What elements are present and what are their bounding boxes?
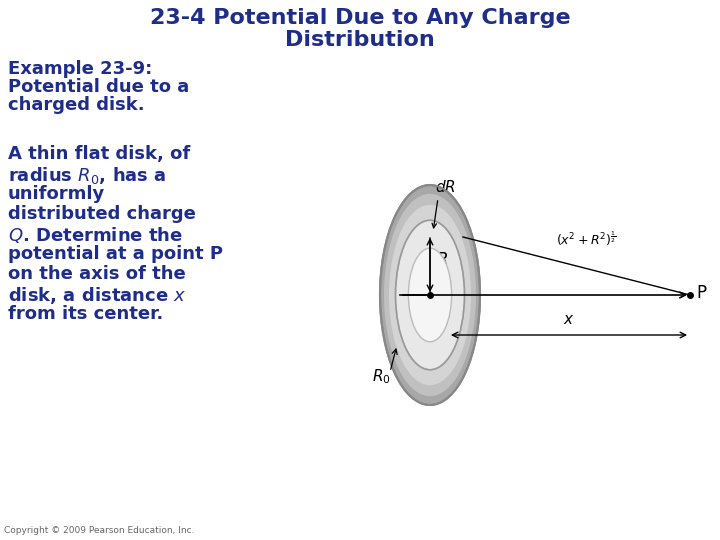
Text: 23-4 Potential Due to Any Charge: 23-4 Potential Due to Any Charge	[150, 8, 570, 28]
Text: from its center.: from its center.	[8, 305, 163, 323]
Text: A thin flat disk, of: A thin flat disk, of	[8, 145, 190, 163]
Text: $R_0$: $R_0$	[372, 367, 391, 386]
Ellipse shape	[380, 185, 480, 405]
Text: Potential due to a: Potential due to a	[8, 78, 189, 96]
Text: charged disk.: charged disk.	[8, 96, 145, 114]
Text: disk, a distance $x$: disk, a distance $x$	[8, 285, 186, 306]
Text: distributed charge: distributed charge	[8, 205, 196, 223]
Text: $(x^2 + R^2)^\frac{1}{2}$: $(x^2 + R^2)^\frac{1}{2}$	[557, 230, 617, 248]
Ellipse shape	[384, 194, 476, 396]
Ellipse shape	[408, 248, 451, 342]
Text: $dR$: $dR$	[435, 179, 456, 195]
Ellipse shape	[389, 205, 471, 385]
Text: $x$: $x$	[563, 312, 575, 327]
Text: Example 23-9:: Example 23-9:	[8, 60, 152, 78]
Text: uniformly: uniformly	[8, 185, 105, 203]
Text: Copyright © 2009 Pearson Education, Inc.: Copyright © 2009 Pearson Education, Inc.	[4, 526, 194, 535]
Text: Distribution: Distribution	[285, 30, 435, 50]
Text: $Q$. Determine the: $Q$. Determine the	[8, 225, 183, 245]
Text: potential at a point P: potential at a point P	[8, 245, 223, 263]
Text: radius $R_0$, has a: radius $R_0$, has a	[8, 165, 166, 186]
Text: $R$: $R$	[436, 251, 448, 269]
Ellipse shape	[395, 220, 464, 370]
Text: on the axis of the: on the axis of the	[8, 265, 186, 283]
Text: P: P	[696, 284, 706, 302]
